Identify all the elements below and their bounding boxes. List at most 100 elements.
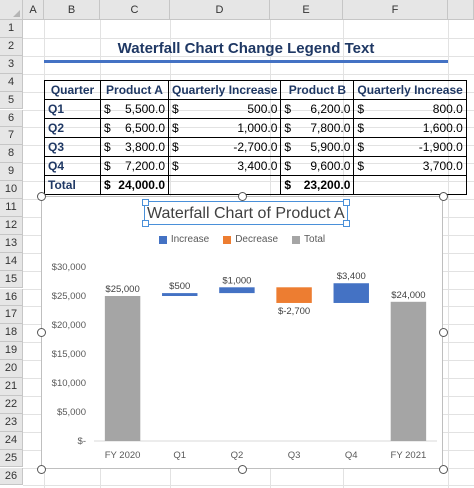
total-product-b[interactable]: $23,200.0 [280,175,355,195]
total-product-a[interactable]: $24,000.0 [100,175,169,195]
row-header-22[interactable]: 22 [0,395,23,414]
header-product-b[interactable]: Product B [280,80,355,100]
chart-resize-handle[interactable] [37,465,46,474]
value-cell[interactable]: $6,200.0 [280,99,355,119]
legend-item-increase[interactable]: Increase [158,234,209,245]
row-header-26[interactable]: 26 [0,467,23,486]
cell-value: 1,000.0 [237,121,278,135]
value-cell[interactable]: $1,000.0 [167,118,282,138]
value-cell[interactable]: $5,500.0 [100,99,169,119]
value-cell[interactable]: $3,700.0 [353,156,467,176]
row-header-3[interactable]: 3 [0,55,23,74]
value-cell[interactable]: $3,800.0 [100,137,169,157]
chart-resize-handle[interactable] [439,328,448,337]
cell-value: 3,700.0 [422,159,463,173]
value-cell[interactable]: $6,500.0 [100,118,169,138]
waterfall-chart[interactable]: Waterfall Chart of Product A Increase De… [41,196,443,469]
row-header-10[interactable]: 10 [0,181,23,199]
value-cell[interactable]: $ -2,700.0 [167,137,282,157]
row-header-20[interactable]: 20 [0,360,23,378]
chart-resize-handle[interactable] [439,465,448,474]
cell-value: 500.0 [247,102,278,116]
row-header-1[interactable]: 1 [0,20,23,38]
chart-title[interactable]: Waterfall Chart of Product A [147,205,345,222]
bar-total [390,301,427,441]
title-resize-handle[interactable] [342,199,350,206]
chart-resize-handle[interactable] [439,192,448,201]
row-header-24[interactable]: 24 [0,431,23,450]
row-header-25[interactable]: 25 [0,449,23,468]
column-header-c[interactable]: C [100,0,170,20]
currency-symbol: $ [284,121,292,135]
column-header-a[interactable]: A [23,0,44,20]
header-quarterly-increase-b[interactable]: Quarterly Increase [353,80,467,100]
header-product-a[interactable]: Product A [100,80,169,100]
header-quarter[interactable]: Quarter [44,80,101,100]
row-header-21[interactable]: 21 [0,378,23,396]
quarter-cell[interactable]: Q3 [44,137,101,157]
chart-resize-handle[interactable] [37,192,46,201]
cell-value: 7,800.0 [310,121,351,135]
column-header-b[interactable]: B [44,0,100,20]
y-tick-label: $- [78,436,86,447]
header-quarterly-increase-a[interactable]: Quarterly Increase [167,80,282,100]
row-header-15[interactable]: 15 [0,270,23,289]
column-header-d[interactable]: D [170,0,270,20]
title-resize-handle[interactable] [342,220,350,227]
value-cell[interactable]: $5,900.0 [280,137,355,157]
row-header-11[interactable]: 11 [0,199,23,217]
column-header-blank[interactable] [448,0,474,20]
value-cell[interactable]: $7,200.0 [100,156,169,176]
row-header-13[interactable]: 13 [0,234,23,253]
row-header-17[interactable]: 17 [0,306,23,325]
row-header-16[interactable]: 16 [0,288,23,307]
value-cell[interactable]: $9,600.0 [280,156,355,176]
title-resize-handle[interactable] [142,220,149,227]
bar-total [104,296,141,441]
y-tick-label: $5,000 [57,407,86,418]
quarter-cell[interactable]: Q1 [44,99,101,119]
row-header-2[interactable]: 2 [0,37,23,56]
cell-value: 5,500.0 [124,102,165,116]
total-empty-cell[interactable] [353,175,467,195]
row-header-12[interactable]: 12 [0,216,23,235]
row-header-8[interactable]: 8 [0,145,23,164]
value-cell[interactable]: $3,400.0 [167,156,282,176]
legend-item-total[interactable]: Total [292,234,325,245]
value-cell[interactable]: $800.0 [353,99,467,119]
select-all-corner[interactable] [0,0,23,20]
chart-resize-handle[interactable] [37,328,46,337]
value-cell[interactable]: $500.0 [167,99,282,119]
value-cell[interactable]: $1,600.0 [353,118,467,138]
title-resize-handle[interactable] [142,199,149,206]
row-header-9[interactable]: 9 [0,163,23,182]
legend-item-decrease[interactable]: Decrease [223,234,278,245]
row-header-4[interactable]: 4 [0,73,23,92]
chart-resize-handle[interactable] [238,465,247,474]
table-row: Q3 $3,800.0 $ -2,700.0 $5,900.0 $ -1,900.0 [44,137,467,157]
row-header-14[interactable]: 14 [0,252,23,271]
sheet-title[interactable]: Waterfall Chart Change Legend Text [117,40,375,57]
row-header-5[interactable]: 5 [0,91,23,110]
total-label[interactable]: Total [44,175,101,195]
total-empty-cell[interactable] [167,175,282,195]
cell-value: 7,200.0 [124,159,165,173]
column-header-f[interactable]: F [343,0,448,20]
quarter-cell[interactable]: Q2 [44,118,101,138]
row-header-6[interactable]: 6 [0,109,23,128]
row-header-18[interactable]: 18 [0,324,23,343]
chart-legend[interactable]: Increase Decrease Total [42,234,442,245]
row-header-23[interactable]: 23 [0,413,23,432]
bar-increase [333,283,369,303]
chart-resize-handle[interactable] [238,192,247,201]
row-header-19[interactable]: 19 [0,342,23,361]
value-cell[interactable]: $ -1,900.0 [353,137,467,157]
quarter-cell[interactable]: Q4 [44,156,101,176]
cell-value: -2,700.0 [233,140,278,154]
plot-area[interactable]: $30,000 $25,000 $20,000 $15,000 $10,000 $5,00… [42,197,442,468]
row-header-7[interactable]: 7 [0,127,23,146]
currency-symbol: $ [172,121,179,135]
value-cell[interactable]: $7,800.0 [280,118,355,138]
column-header-e[interactable]: E [270,0,343,20]
chart-title-box[interactable]: Waterfall Chart of Product A [142,199,350,227]
